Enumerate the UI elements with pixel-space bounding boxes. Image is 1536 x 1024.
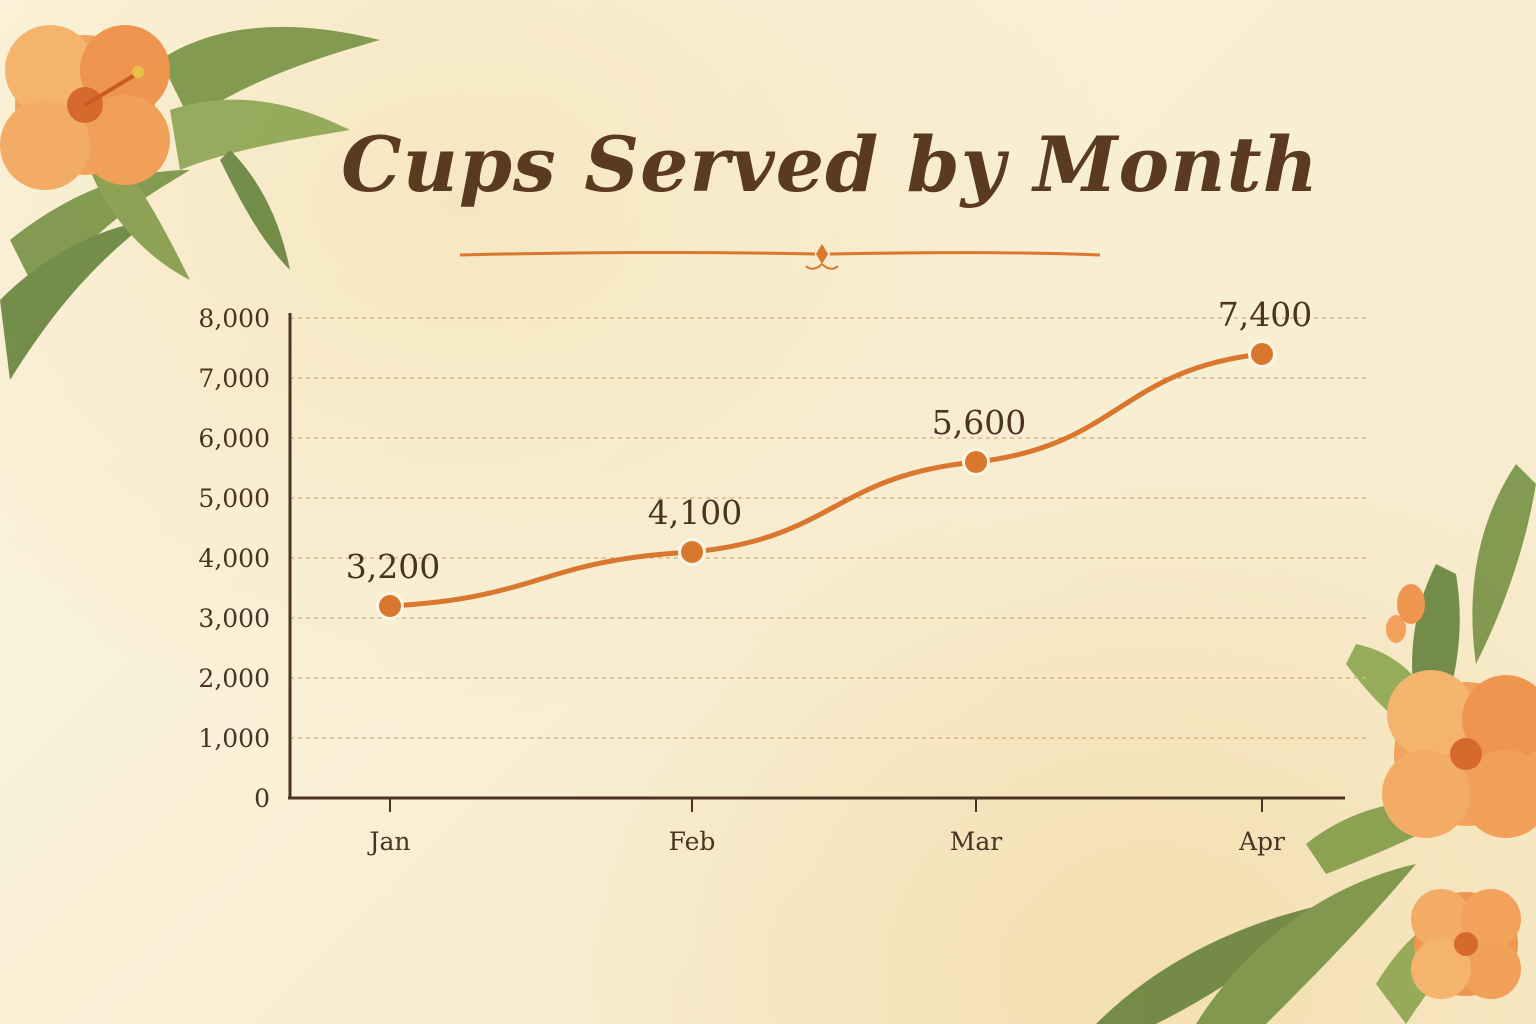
- series-line: [387, 351, 1265, 609]
- chart-title: Cups Served by Month: [341, 120, 1319, 209]
- x-tick-label: Mar: [950, 827, 1003, 856]
- y-tick-label: 5,000: [198, 484, 270, 513]
- small-hibiscus-icon: [1411, 889, 1521, 999]
- data-point: [379, 595, 401, 617]
- y-tick-label: 4,000: [198, 544, 270, 573]
- y-tick-label: 0: [254, 784, 270, 813]
- x-tick-label: Jan: [366, 827, 410, 856]
- data-label: 5,600: [932, 403, 1026, 442]
- data-label: 7,400: [1218, 295, 1312, 334]
- bottom-right-floral-decoration: [1096, 464, 1536, 1024]
- data-point: [681, 541, 703, 563]
- y-tick-label: 6,000: [198, 424, 270, 453]
- y-tick-label: 8,000: [198, 304, 270, 333]
- y-tick-label: 7,000: [198, 364, 270, 393]
- title-flourish-ornament: [460, 244, 1100, 270]
- bud-icon: [1386, 584, 1425, 643]
- data-label: 3,200: [346, 547, 440, 586]
- hibiscus-icon: [0, 25, 170, 190]
- hibiscus-icon: [1382, 670, 1536, 838]
- data-label: 4,100: [648, 493, 742, 532]
- top-left-floral-decoration: [0, 25, 380, 380]
- y-tick-label: 2,000: [198, 664, 270, 693]
- data-point: [1251, 343, 1273, 365]
- data-point: [965, 451, 987, 473]
- x-tick-label: Feb: [669, 827, 716, 856]
- x-tick-label: Apr: [1238, 827, 1285, 856]
- y-tick-label: 1,000: [198, 724, 270, 753]
- y-tick-label: 3,000: [198, 604, 270, 633]
